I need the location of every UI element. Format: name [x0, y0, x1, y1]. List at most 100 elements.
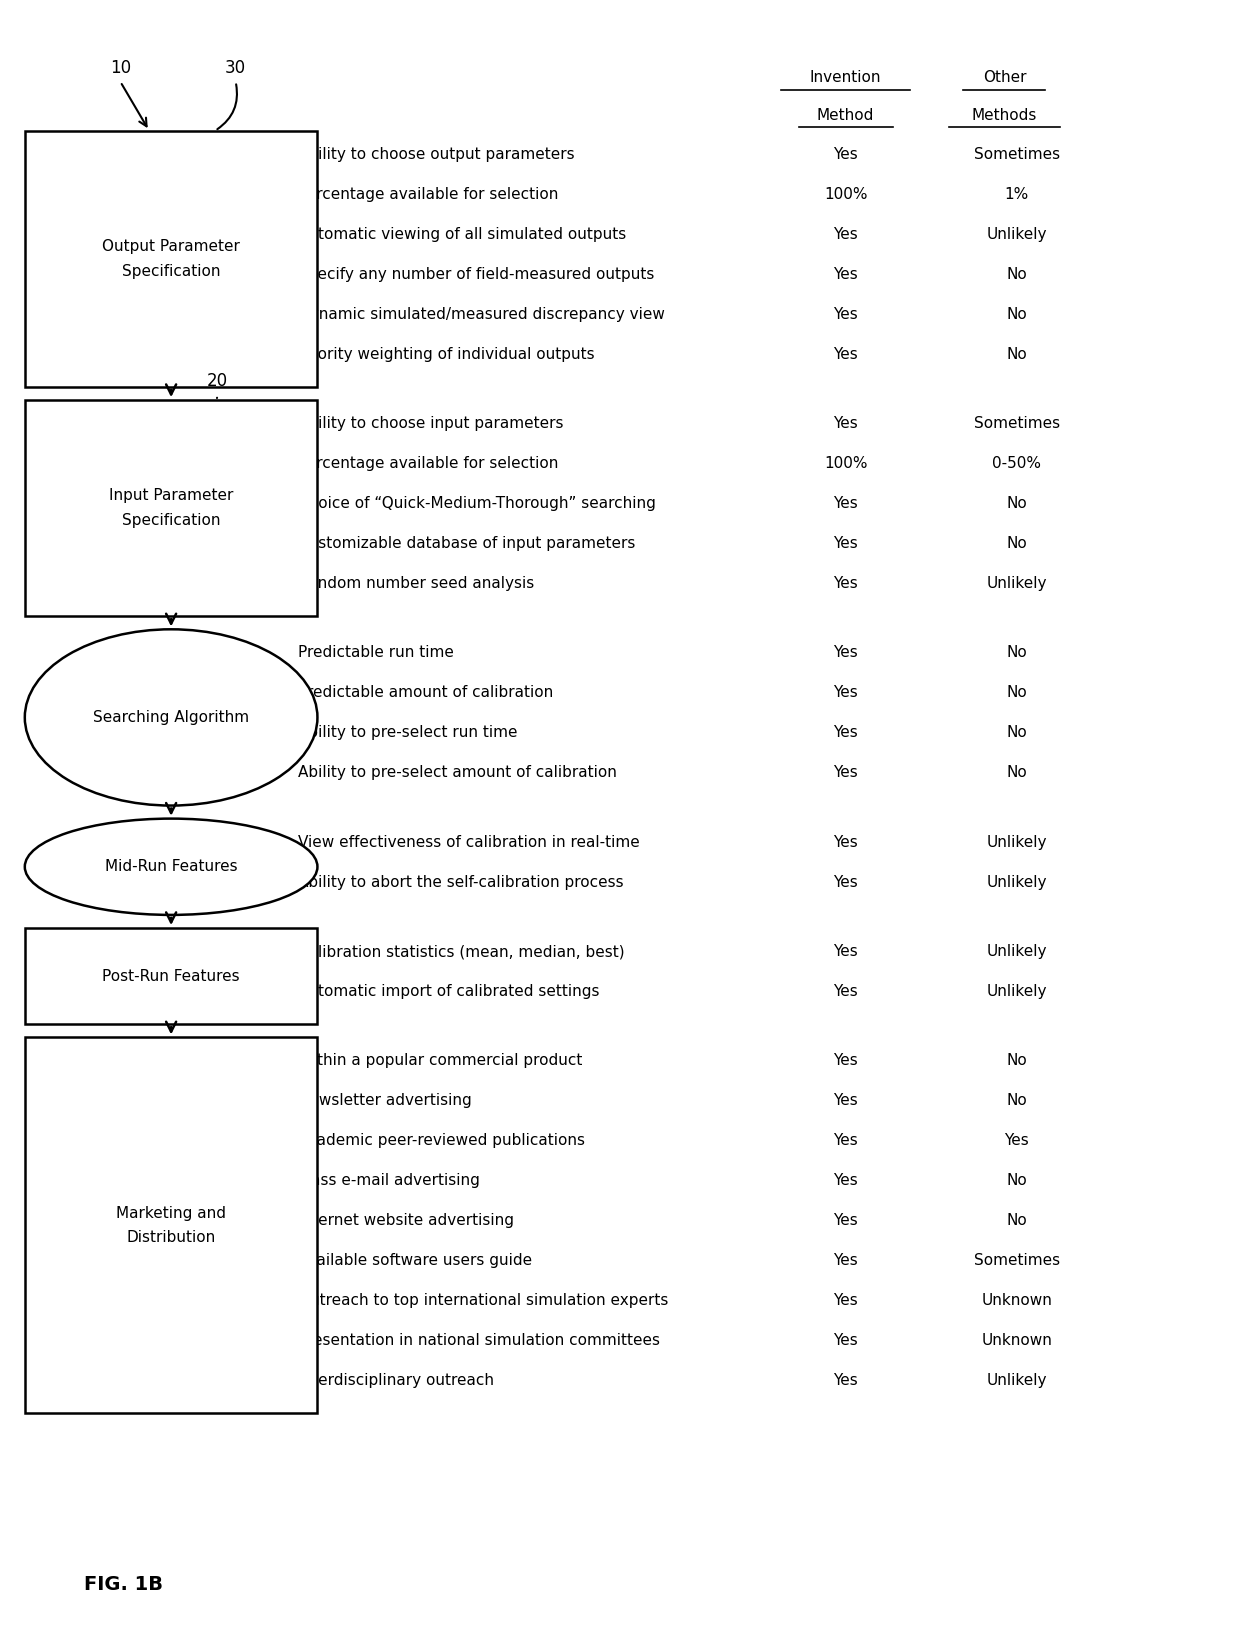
Text: Sometimes: Sometimes	[973, 1253, 1060, 1268]
Text: Yes: Yes	[833, 416, 858, 431]
Text: Internet website advertising: Internet website advertising	[298, 1213, 513, 1229]
Ellipse shape	[25, 819, 317, 916]
Text: Marketing and
Distribution: Marketing and Distribution	[117, 1206, 226, 1245]
Text: No: No	[1007, 1173, 1027, 1188]
Text: Yes: Yes	[833, 834, 858, 850]
Text: Interdisciplinary outreach: Interdisciplinary outreach	[298, 1373, 494, 1389]
Text: Outreach to top international simulation experts: Outreach to top international simulation…	[298, 1293, 668, 1309]
Text: Yes: Yes	[833, 1373, 858, 1389]
Text: Yes: Yes	[833, 1253, 858, 1268]
Text: Yes: Yes	[833, 725, 858, 741]
Text: Ability to pre-select amount of calibration: Ability to pre-select amount of calibrat…	[298, 765, 616, 780]
Text: Ability to abort the self-calibration process: Ability to abort the self-calibration pr…	[298, 875, 624, 889]
Text: Output Parameter
Specification: Output Parameter Specification	[102, 238, 241, 279]
Text: Newsletter advertising: Newsletter advertising	[298, 1093, 471, 1108]
Text: 100%: 100%	[823, 186, 868, 202]
Text: No: No	[1007, 1053, 1027, 1069]
Text: Yes: Yes	[833, 1173, 858, 1188]
Text: FIG. 1B: FIG. 1B	[84, 1575, 164, 1594]
Text: Presentation in national simulation committees: Presentation in national simulation comm…	[298, 1333, 660, 1348]
Text: Post-Run Features: Post-Run Features	[103, 969, 239, 984]
Text: 100%: 100%	[823, 455, 868, 472]
Text: Yes: Yes	[833, 1213, 858, 1229]
Text: Automatic viewing of all simulated outputs: Automatic viewing of all simulated outpu…	[298, 227, 626, 242]
Text: Percentage available for selection: Percentage available for selection	[298, 455, 558, 472]
Text: No: No	[1007, 266, 1027, 282]
Text: Yes: Yes	[833, 875, 858, 889]
FancyBboxPatch shape	[25, 929, 317, 1025]
Text: No: No	[1007, 645, 1027, 661]
Text: No: No	[1007, 685, 1027, 700]
Text: Yes: Yes	[833, 1093, 858, 1108]
Text: Unlikely: Unlikely	[987, 834, 1047, 850]
Text: Yes: Yes	[833, 765, 858, 780]
Text: No: No	[1007, 1093, 1027, 1108]
Text: Specify any number of field-measured outputs: Specify any number of field-measured out…	[298, 266, 653, 282]
Text: No: No	[1007, 725, 1027, 741]
Text: Predictable run time: Predictable run time	[298, 645, 454, 661]
Text: Ability to choose input parameters: Ability to choose input parameters	[298, 416, 563, 431]
Text: Ability to choose output parameters: Ability to choose output parameters	[298, 147, 574, 162]
Text: Dynamic simulated/measured discrepancy view: Dynamic simulated/measured discrepancy v…	[298, 307, 665, 322]
Text: Unlikely: Unlikely	[987, 875, 1047, 889]
Text: Random number seed analysis: Random number seed analysis	[298, 576, 534, 591]
Text: 1%: 1%	[1004, 186, 1029, 202]
Text: Unlikely: Unlikely	[987, 1373, 1047, 1389]
Text: Automatic import of calibrated settings: Automatic import of calibrated settings	[298, 984, 599, 999]
Text: Input Parameter
Specification: Input Parameter Specification	[109, 488, 233, 527]
Text: Method: Method	[817, 108, 874, 122]
Ellipse shape	[25, 630, 317, 806]
Text: Yes: Yes	[833, 227, 858, 242]
Text: Yes: Yes	[833, 943, 858, 960]
FancyBboxPatch shape	[25, 131, 317, 387]
Text: Yes: Yes	[833, 1053, 858, 1069]
FancyBboxPatch shape	[25, 1038, 317, 1413]
Text: Yes: Yes	[833, 685, 858, 700]
Text: Searching Algorithm: Searching Algorithm	[93, 710, 249, 725]
Text: Invention: Invention	[810, 70, 882, 85]
Text: Within a popular commercial product: Within a popular commercial product	[298, 1053, 582, 1069]
Text: Yes: Yes	[833, 266, 858, 282]
Text: Sometimes: Sometimes	[973, 147, 1060, 162]
Text: Yes: Yes	[833, 984, 858, 999]
Text: Ability to pre-select run time: Ability to pre-select run time	[298, 725, 517, 741]
Text: No: No	[1007, 535, 1027, 552]
Text: Yes: Yes	[1004, 1133, 1029, 1149]
Text: 20: 20	[206, 372, 228, 390]
Text: Other: Other	[982, 70, 1027, 85]
Text: Yes: Yes	[833, 645, 858, 661]
Text: Yes: Yes	[833, 1133, 858, 1149]
Text: Mass e-mail advertising: Mass e-mail advertising	[298, 1173, 480, 1188]
Text: View effectiveness of calibration in real-time: View effectiveness of calibration in rea…	[298, 834, 640, 850]
Text: No: No	[1007, 1213, 1027, 1229]
Text: Unknown: Unknown	[981, 1293, 1053, 1309]
Text: Available software users guide: Available software users guide	[298, 1253, 532, 1268]
Text: Calibration statistics (mean, median, best): Calibration statistics (mean, median, be…	[298, 943, 624, 960]
Text: Unlikely: Unlikely	[987, 227, 1047, 242]
Text: No: No	[1007, 307, 1027, 322]
Text: No: No	[1007, 346, 1027, 362]
Text: Yes: Yes	[833, 346, 858, 362]
Text: Unknown: Unknown	[981, 1333, 1053, 1348]
Text: Unlikely: Unlikely	[987, 576, 1047, 591]
Text: Mid-Run Features: Mid-Run Features	[105, 860, 237, 875]
Text: Predictable amount of calibration: Predictable amount of calibration	[298, 685, 553, 700]
Text: Customizable database of input parameters: Customizable database of input parameter…	[298, 535, 635, 552]
Text: Yes: Yes	[833, 1293, 858, 1309]
Text: Choice of “Quick-Medium-Thorough” searching: Choice of “Quick-Medium-Thorough” search…	[298, 496, 656, 511]
Text: Percentage available for selection: Percentage available for selection	[298, 186, 558, 202]
Text: Yes: Yes	[833, 1333, 858, 1348]
FancyBboxPatch shape	[25, 400, 317, 617]
Text: Academic peer-reviewed publications: Academic peer-reviewed publications	[298, 1133, 584, 1149]
Text: Methods: Methods	[972, 108, 1037, 122]
Text: 30: 30	[224, 59, 247, 77]
Text: 0-50%: 0-50%	[992, 455, 1042, 472]
Text: Yes: Yes	[833, 147, 858, 162]
Text: Yes: Yes	[833, 535, 858, 552]
Text: Priority weighting of individual outputs: Priority weighting of individual outputs	[298, 346, 594, 362]
Text: Sometimes: Sometimes	[973, 416, 1060, 431]
Text: Unlikely: Unlikely	[987, 984, 1047, 999]
Text: Yes: Yes	[833, 576, 858, 591]
Text: No: No	[1007, 765, 1027, 780]
Text: Unlikely: Unlikely	[987, 943, 1047, 960]
